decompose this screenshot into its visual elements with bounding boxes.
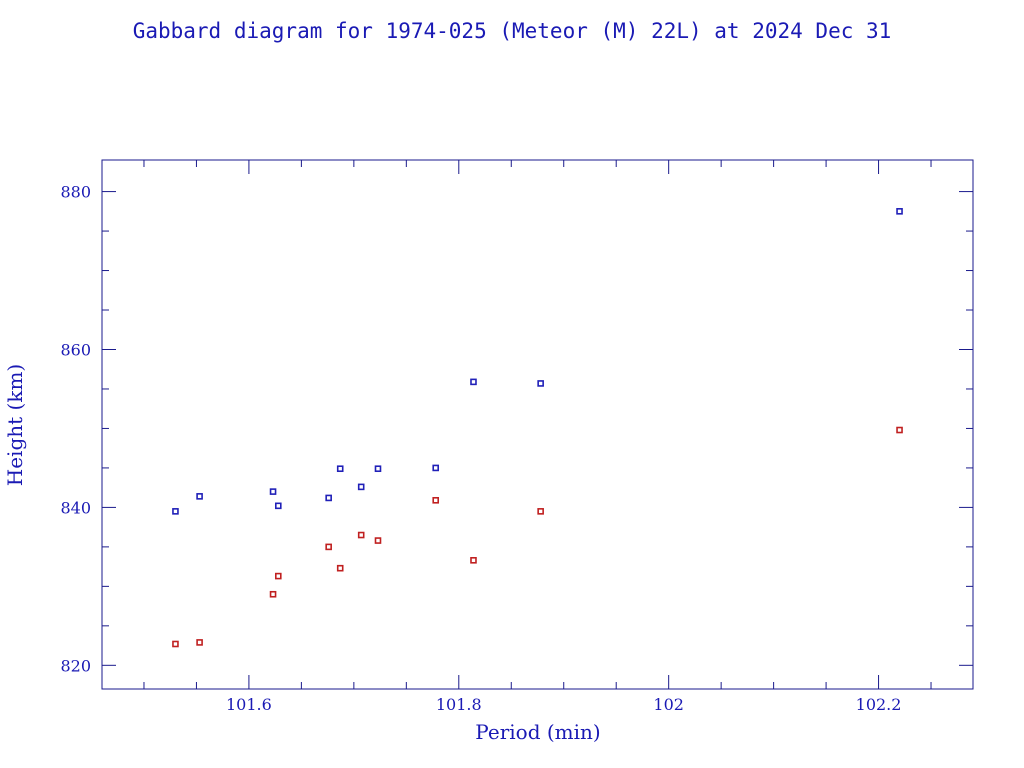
chart-title: Gabbard diagram for 1974-025 (Meteor (M)… — [133, 19, 892, 43]
perigee-point — [374, 537, 382, 544]
perigee-point — [172, 640, 179, 648]
apogee-point — [432, 464, 440, 472]
apogee-point — [537, 380, 544, 387]
y-tick-label: 860 — [60, 340, 91, 359]
perigee-point — [196, 639, 203, 646]
apogee-point — [274, 502, 282, 510]
perigee-point — [274, 572, 282, 580]
perigee-point — [269, 590, 277, 598]
apogee-point — [325, 494, 332, 502]
y-tick-label: 840 — [60, 498, 91, 517]
perigee-point — [357, 531, 365, 539]
apogee-point — [357, 483, 365, 491]
plot-frame — [101, 159, 974, 690]
x-axis-label: Period (min) — [475, 720, 600, 744]
perigee-point — [432, 496, 440, 504]
axis-tick-labels: 101.6 101.8 102 102.2 820 840 860 880 — [60, 183, 901, 714]
data-points — [172, 208, 903, 648]
apogee-point — [269, 488, 277, 495]
x-tick-label: 101.8 — [436, 695, 482, 714]
apogee-point — [172, 508, 179, 515]
perigee-point — [470, 557, 477, 564]
y-tick-label: 880 — [60, 183, 91, 202]
apogee-point — [196, 493, 203, 500]
y-axis-label: Height (km) — [3, 364, 27, 486]
apogee-point — [336, 465, 344, 473]
perigee-point — [325, 543, 332, 551]
x-tick-label: 101.6 — [226, 695, 272, 714]
y-tick-label: 820 — [60, 656, 91, 675]
perigee-point — [336, 564, 344, 572]
x-tick-label: 102 — [653, 695, 684, 714]
axis-ticks — [102, 160, 973, 689]
perigee-point — [537, 508, 544, 515]
perigee-point — [896, 426, 903, 434]
x-tick-label: 102.2 — [856, 695, 902, 714]
apogee-point — [374, 465, 382, 473]
apogee-point — [896, 208, 903, 215]
apogee-point — [470, 378, 477, 386]
